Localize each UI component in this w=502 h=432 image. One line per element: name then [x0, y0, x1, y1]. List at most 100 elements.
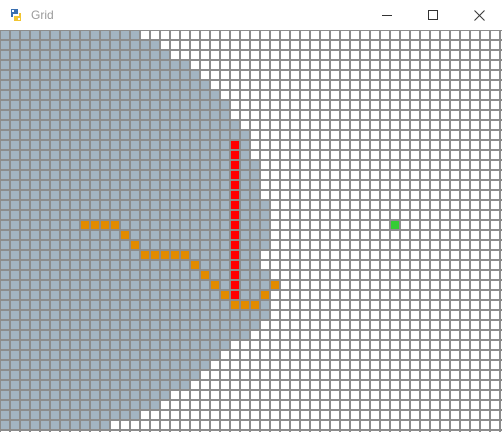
explored-cell[interactable]: [80, 100, 90, 110]
explored-cell[interactable]: [100, 80, 110, 90]
grid-cell[interactable]: [430, 190, 440, 200]
grid-cell[interactable]: [400, 210, 410, 220]
explored-cell[interactable]: [10, 150, 20, 160]
explored-cell[interactable]: [150, 120, 160, 130]
grid-cell[interactable]: [160, 400, 170, 410]
grid-cell[interactable]: [320, 170, 330, 180]
explored-cell[interactable]: [50, 320, 60, 330]
explored-cell[interactable]: [100, 110, 110, 120]
grid-cell[interactable]: [310, 290, 320, 300]
grid-cell[interactable]: [380, 150, 390, 160]
grid-cell[interactable]: [370, 190, 380, 200]
explored-cell[interactable]: [200, 200, 210, 210]
explored-cell[interactable]: [180, 300, 190, 310]
grid-cell[interactable]: [400, 180, 410, 190]
grid-cell[interactable]: [370, 50, 380, 60]
grid-cell[interactable]: [460, 400, 470, 410]
grid-cell[interactable]: [420, 230, 430, 240]
grid-cell[interactable]: [400, 220, 410, 230]
grid-cell[interactable]: [490, 290, 500, 300]
explored-cell[interactable]: [160, 260, 170, 270]
grid-cell[interactable]: [480, 350, 490, 360]
explored-cell[interactable]: [110, 310, 120, 320]
grid-cell[interactable]: [440, 360, 450, 370]
grid-cell[interactable]: [290, 420, 300, 430]
explored-cell[interactable]: [240, 140, 250, 150]
grid-cell[interactable]: [430, 250, 440, 260]
grid-cell[interactable]: [400, 270, 410, 280]
grid-cell[interactable]: [450, 160, 460, 170]
grid-cell[interactable]: [260, 170, 270, 180]
explored-cell[interactable]: [110, 40, 120, 50]
grid-cell[interactable]: [420, 390, 430, 400]
explored-cell[interactable]: [90, 190, 100, 200]
explored-cell[interactable]: [110, 60, 120, 70]
grid-cell[interactable]: [390, 250, 400, 260]
grid-cell[interactable]: [360, 110, 370, 120]
explored-cell[interactable]: [10, 310, 20, 320]
grid-cell[interactable]: [310, 60, 320, 70]
explored-cell[interactable]: [190, 200, 200, 210]
grid-cell[interactable]: [370, 340, 380, 350]
explored-cell[interactable]: [130, 390, 140, 400]
explored-cell[interactable]: [70, 110, 80, 120]
grid-cell[interactable]: [360, 200, 370, 210]
explored-cell[interactable]: [140, 50, 150, 60]
explored-cell[interactable]: [130, 170, 140, 180]
grid-cell[interactable]: [440, 290, 450, 300]
explored-cell[interactable]: [140, 330, 150, 340]
grid-cell[interactable]: [370, 180, 380, 190]
grid-cell[interactable]: [300, 300, 310, 310]
grid-cell[interactable]: [430, 270, 440, 280]
grid-cell[interactable]: [130, 430, 140, 432]
explored-cell[interactable]: [70, 80, 80, 90]
grid-cell[interactable]: [480, 50, 490, 60]
explored-cell[interactable]: [180, 140, 190, 150]
grid-cell[interactable]: [460, 270, 470, 280]
explored-cell[interactable]: [190, 300, 200, 310]
explored-cell[interactable]: [230, 320, 240, 330]
explored-cell[interactable]: [140, 320, 150, 330]
grid-cell[interactable]: [340, 180, 350, 190]
grid-cell[interactable]: [450, 210, 460, 220]
explored-cell[interactable]: [90, 50, 100, 60]
explored-cell[interactable]: [0, 280, 10, 290]
explored-cell[interactable]: [80, 80, 90, 90]
grid-cell[interactable]: [500, 160, 502, 170]
grid-cell[interactable]: [340, 30, 350, 40]
grid-cell[interactable]: [350, 90, 360, 100]
explored-cell[interactable]: [120, 330, 130, 340]
grid-cell[interactable]: [480, 210, 490, 220]
explored-cell[interactable]: [110, 230, 120, 240]
explored-cell[interactable]: [130, 290, 140, 300]
grid-cell[interactable]: [200, 70, 210, 80]
grid-cell[interactable]: [300, 90, 310, 100]
explored-cell[interactable]: [180, 90, 190, 100]
grid-cell[interactable]: [330, 290, 340, 300]
grid-cell[interactable]: [370, 280, 380, 290]
grid-cell[interactable]: [390, 80, 400, 90]
grid-cell[interactable]: [460, 310, 470, 320]
explored-cell[interactable]: [0, 110, 10, 120]
explored-cell[interactable]: [220, 160, 230, 170]
explored-cell[interactable]: [30, 40, 40, 50]
grid-cell[interactable]: [260, 430, 270, 432]
grid-cell[interactable]: [420, 290, 430, 300]
explored-cell[interactable]: [40, 230, 50, 240]
explored-cell[interactable]: [90, 100, 100, 110]
explored-cell[interactable]: [40, 350, 50, 360]
grid-cell[interactable]: [370, 170, 380, 180]
explored-cell[interactable]: [160, 370, 170, 380]
explored-cell[interactable]: [60, 170, 70, 180]
explored-cell[interactable]: [140, 380, 150, 390]
explored-cell[interactable]: [170, 240, 180, 250]
grid-cell[interactable]: [290, 370, 300, 380]
grid-cell[interactable]: [200, 50, 210, 60]
path-cell[interactable]: [220, 290, 230, 300]
grid-cell[interactable]: [460, 40, 470, 50]
grid-cell[interactable]: [470, 180, 480, 190]
explored-cell[interactable]: [100, 140, 110, 150]
grid-cell[interactable]: [190, 420, 200, 430]
grid-cell[interactable]: [450, 340, 460, 350]
grid-cell[interactable]: [440, 320, 450, 330]
